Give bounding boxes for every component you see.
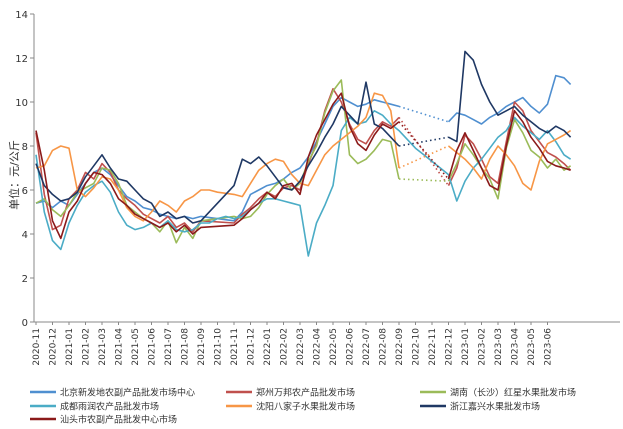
legend-label: 汕头市农副产品批发中心市场 <box>60 414 177 426</box>
series-layer <box>35 50 572 257</box>
x-tick-label: 2021-06 <box>148 328 158 366</box>
y-tick-label: 8 <box>22 142 28 153</box>
chart-axes: 0 2 4 6 8 10 12 14 2020-11 2020-12 2021-01 2021-02 2… <box>15 10 620 366</box>
series-line <box>35 92 400 222</box>
x-tick-label: 2021-10 <box>214 328 224 366</box>
x-tick-label: 2021-05 <box>131 328 141 366</box>
x-tick-label: 2022-05 <box>329 328 339 366</box>
x-tick-label: 2021-02 <box>82 328 92 366</box>
series-line <box>35 92 400 240</box>
legend-label: 北京新发地农副产品批发市场中心 <box>60 387 195 399</box>
x-tick-label: 2022-04 <box>313 328 323 366</box>
x-tick-label: 2022-10 <box>412 328 422 366</box>
series-1 <box>35 88 572 233</box>
y-tick-label: 12 <box>15 54 28 65</box>
x-tick-label: 2021-03 <box>98 328 108 366</box>
x-tick-label: 2020-12 <box>49 328 59 366</box>
y-tick-label: 0 <box>22 318 28 329</box>
series-line <box>447 74 572 125</box>
series-line <box>35 110 572 257</box>
series-line <box>35 88 400 233</box>
chart-legend: 北京新发地农副产品批发市场中心 郑州万邦农产品批发市场 湖南（长沙）红星水果批发市场… <box>30 387 576 426</box>
y-tick-label: 2 <box>22 274 28 285</box>
legend-label: 成都雨润农产品批发市场 <box>60 401 159 413</box>
series-5 <box>35 50 572 224</box>
x-tick-label: 2022-12 <box>445 328 455 366</box>
legend-label: 湖南（长沙）红星水果批发市场 <box>450 387 576 399</box>
x-tick-label: 2023-02 <box>478 328 488 366</box>
legend-item: 郑州万邦农产品批发市场 <box>226 387 355 399</box>
x-tick-label: 2023-01 <box>461 328 471 366</box>
series-6 <box>35 92 571 240</box>
legend-item: 浙江嘉兴水果批发市场 <box>420 401 540 413</box>
series-line <box>35 81 400 224</box>
series-gap-line <box>398 145 449 169</box>
x-tick-label: 2022-07 <box>362 328 372 366</box>
legend-item: 北京新发地农副产品批发市场中心 <box>30 387 195 399</box>
x-tick-label: 2022-11 <box>428 328 438 366</box>
x-tick-label: 2021-09 <box>197 328 207 366</box>
x-tick-label: 2022-09 <box>395 328 405 366</box>
y-tick-label: 14 <box>15 10 28 21</box>
y-tick-label: 6 <box>22 186 28 197</box>
series-gap-line <box>398 105 449 123</box>
x-tick-label: 2023-03 <box>494 328 504 366</box>
series-gap-line <box>398 121 450 180</box>
x-tick-label: 2021-01 <box>65 328 75 366</box>
series-line <box>448 129 572 191</box>
series-line <box>447 110 571 191</box>
x-tick-label: 2021-11 <box>230 328 240 366</box>
series-3 <box>35 110 572 257</box>
series-gap-line <box>398 178 449 182</box>
x-tick-label: 2022-02 <box>280 328 290 366</box>
x-tick-label: 2022-08 <box>379 328 389 366</box>
y-axis-label: 单位：元/公斤 <box>7 140 21 210</box>
legend-item: 汕头市农副产品批发中心市场 <box>30 414 177 426</box>
x-tick-label: 2022-06 <box>346 328 356 366</box>
y-tick-label: 10 <box>15 98 28 109</box>
y-tick-label: 4 <box>22 230 28 241</box>
x-tick-label: 2021-07 <box>164 328 174 366</box>
legend-label: 沈阳八家子水果批发市场 <box>256 401 355 413</box>
legend-item: 成都雨润农产品批发市场 <box>30 401 159 413</box>
legend-item: 沈阳八家子水果批发市场 <box>226 401 355 413</box>
x-tick-label: 2021-08 <box>181 328 191 366</box>
x-tick-label: 2020-11 <box>32 328 42 366</box>
x-tick-label: 2021-12 <box>247 328 257 366</box>
legend-item: 湖南（长沙）红星水果批发市场 <box>420 387 576 399</box>
series-gap-line <box>398 136 449 147</box>
series-line <box>448 50 572 143</box>
x-tick-label: 2022-03 <box>296 328 306 366</box>
x-tick-label: 2023-05 <box>527 328 537 366</box>
x-tick-label: 2023-06 <box>544 328 554 366</box>
legend-label: 浙江嘉兴水果批发市场 <box>450 401 540 413</box>
x-tick-label: 2021-04 <box>115 328 125 366</box>
series-4 <box>35 92 572 222</box>
series-gap-line <box>398 116 450 187</box>
series-line <box>447 101 572 186</box>
x-tick-label: 2023-04 <box>511 328 521 366</box>
legend-label: 郑州万邦农产品批发市场 <box>256 387 355 399</box>
x-tick-label: 2022-01 <box>263 328 273 366</box>
